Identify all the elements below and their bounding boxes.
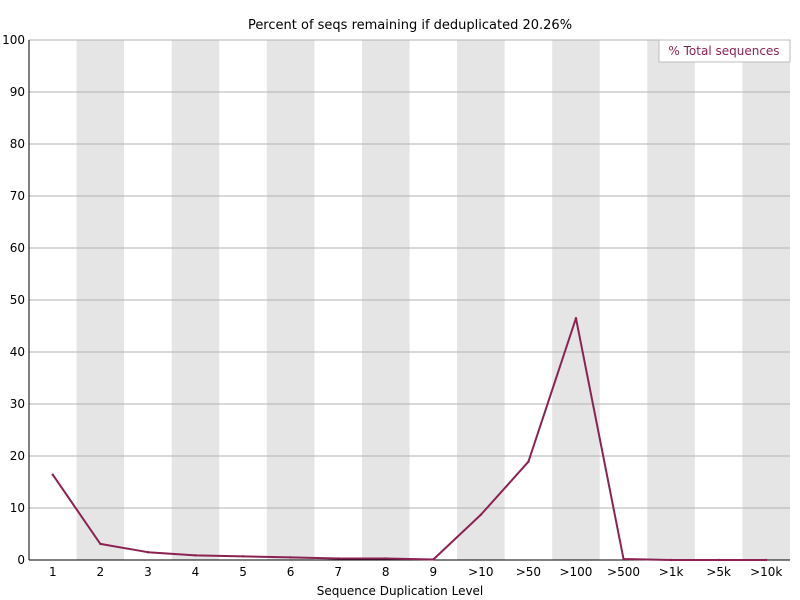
data-point bbox=[765, 558, 768, 562]
x-axis-label: Sequence Duplication Level bbox=[317, 584, 484, 598]
data-point bbox=[336, 557, 340, 560]
y-tick-label: 70 bbox=[10, 189, 25, 203]
y-tick-label: 30 bbox=[10, 397, 25, 411]
x-tick-label: >500 bbox=[607, 565, 640, 579]
data-point bbox=[241, 555, 245, 558]
data-point bbox=[51, 473, 54, 476]
legend-box bbox=[658, 39, 791, 63]
x-tick-label: 6 bbox=[287, 565, 295, 579]
y-tick-label: 90 bbox=[10, 85, 25, 99]
legend-entry: % Total sequences bbox=[668, 44, 779, 58]
data-point bbox=[622, 557, 625, 561]
y-tick-label: 50 bbox=[10, 293, 25, 307]
x-tick-label: 1 bbox=[49, 565, 57, 579]
y-tick-label: 10 bbox=[10, 501, 25, 515]
data-point bbox=[574, 317, 578, 320]
x-tick-label: 9 bbox=[429, 565, 437, 579]
data-point bbox=[289, 556, 292, 559]
x-tick-label: >50 bbox=[516, 565, 541, 579]
y-tick-label: 80 bbox=[10, 137, 25, 151]
x-tick-labels: 1 2 3 4 5 6 7 8 9 >10 >50 >100 >500 >1k >5k >10k bbox=[49, 565, 782, 579]
y-tick-label: 40 bbox=[10, 345, 25, 359]
y-tick-label: 100 bbox=[2, 33, 25, 47]
x-tick-label: >100 bbox=[559, 565, 592, 579]
y-tick-label: 60 bbox=[10, 241, 25, 255]
data-point bbox=[194, 554, 197, 557]
x-tick-label: 4 bbox=[192, 565, 200, 579]
data-point bbox=[384, 557, 387, 560]
y-tick-label: 20 bbox=[10, 449, 25, 463]
data-point bbox=[717, 558, 720, 562]
x-tick-label: >10k bbox=[750, 565, 782, 579]
x-tick-label: >1k bbox=[659, 565, 684, 579]
x-tick-label: 2 bbox=[97, 565, 105, 579]
data-point bbox=[669, 558, 673, 562]
x-tick-label: >5k bbox=[706, 565, 731, 579]
data-point bbox=[432, 558, 435, 561]
legend: % Total sequences bbox=[658, 39, 791, 63]
x-tick-label: 5 bbox=[239, 565, 247, 579]
data-point bbox=[146, 551, 150, 554]
chart-title: Percent of seqs remaining if deduplicate… bbox=[248, 18, 572, 33]
x-tick-label: >10 bbox=[468, 565, 493, 579]
x-tick-label: 8 bbox=[382, 565, 390, 579]
x-tick-label: 3 bbox=[144, 565, 152, 579]
series-lines bbox=[51, 317, 768, 562]
data-point bbox=[99, 542, 102, 546]
data-point bbox=[479, 513, 483, 516]
series-line bbox=[51, 317, 767, 561]
y-tick-label: 0 bbox=[17, 553, 25, 567]
data-point bbox=[527, 460, 530, 463]
y-tick-labels: 0 10 20 30 40 50 60 70 80 90 100 bbox=[2, 33, 25, 567]
x-tick-label: 7 bbox=[334, 565, 342, 579]
